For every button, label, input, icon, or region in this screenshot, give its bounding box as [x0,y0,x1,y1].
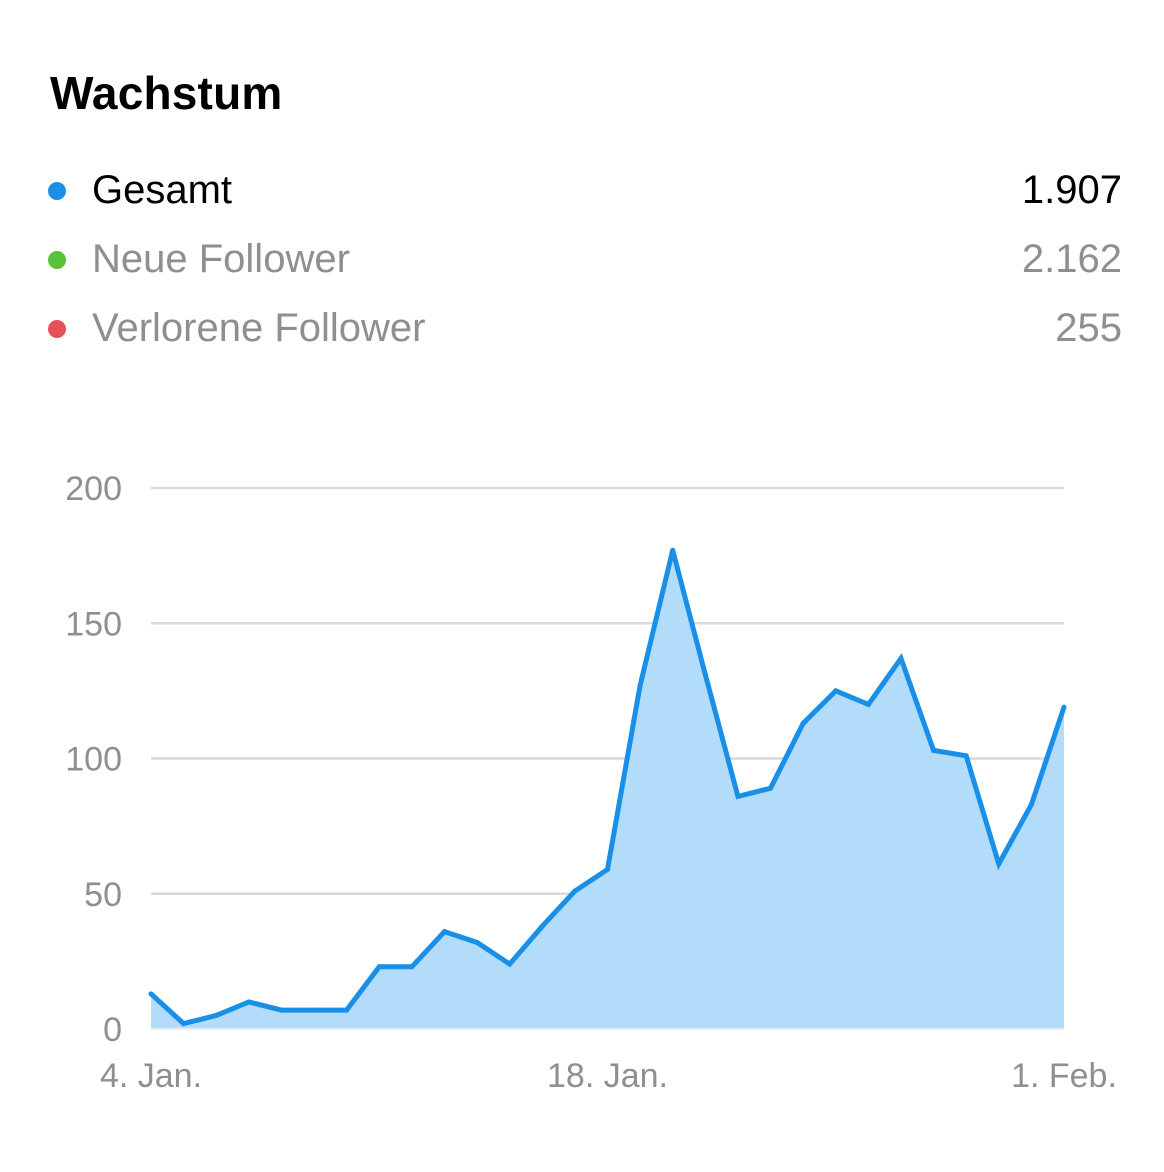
data-point [605,866,610,872]
legend-label-verlorene-follower: Verlorene Follower [92,306,426,350]
legend-value-verlorene-follower: 255 [1055,306,1122,350]
legend-item-neue-follower[interactable]: Neue Follower 2.162 [46,225,1122,294]
legend-label-gesamt: Gesamt [92,168,233,212]
data-point [441,929,447,935]
data-point [931,747,937,753]
legend-value-neue-follower: 2.162 [1021,237,1122,281]
data-point [213,1012,219,1018]
data-point [800,720,806,726]
data-point [278,1007,284,1013]
data-point [637,682,643,688]
data-point [474,939,480,945]
y-tick-label-150: 150 [65,605,122,643]
data-point [865,701,871,707]
data-point [181,1021,187,1027]
legend-value-gesamt: 1.907 [1021,168,1122,212]
x-tick-label: 18. Jan. [547,1057,668,1095]
legend-item-verlorene-follower[interactable]: Verlorene Follower 255 [46,294,1122,363]
data-point [572,888,578,894]
data-point [768,785,774,791]
legend-dot-verlorene-follower [48,319,66,338]
x-tick-label: 1. Feb. [1011,1057,1117,1095]
y-tick-label-50: 50 [84,876,122,914]
data-point [409,964,415,970]
legend-dot-gesamt [48,181,66,200]
legend: Gesamt 1.907 Neue Follower 2.162 Verlore… [46,156,1122,363]
data-point [702,672,708,678]
data-point [898,655,904,661]
data-point [246,999,252,1005]
data-point [376,964,382,970]
data-point [735,793,741,799]
data-point [1028,801,1034,807]
data-point [539,923,545,929]
data-point [833,688,839,694]
chart-title: Wachstum [50,67,283,119]
x-tick-label: 4. Jan. [100,1057,202,1095]
data-point [148,991,154,997]
data-point [311,1007,317,1013]
y-tick-label-100: 100 [65,741,122,779]
data-point [507,961,513,967]
y-tick-label-0: 0 [103,1011,122,1049]
data-point [963,753,969,759]
data-point [1061,704,1067,710]
data-point [670,547,676,553]
data-point [344,1007,350,1013]
area-fill-gesamt [151,550,1064,1029]
legend-dot-neue-follower [48,250,66,269]
legend-item-gesamt[interactable]: Gesamt 1.907 [46,156,1122,225]
legend-label-neue-follower: Neue Follower [92,237,350,281]
data-point [996,861,1002,867]
y-tick-label-200: 200 [65,470,122,508]
